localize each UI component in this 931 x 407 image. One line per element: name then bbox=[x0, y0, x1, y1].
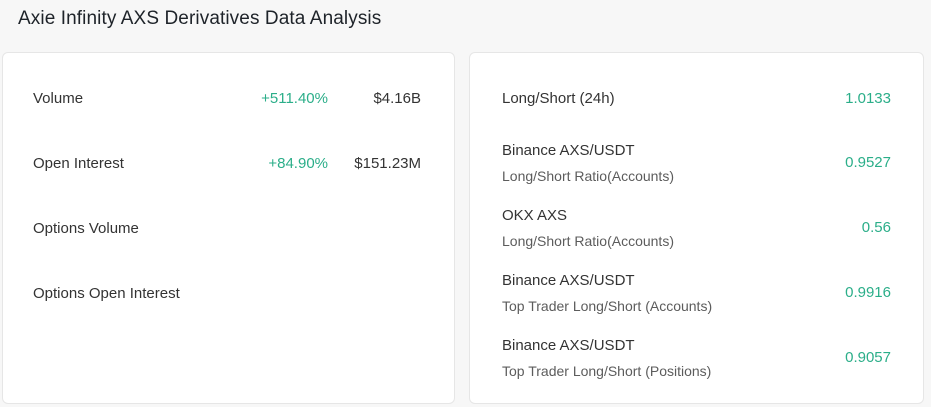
long-short-ratio-card: Long/Short (24h) 1.0133 Binance AXS/USDT… bbox=[469, 52, 924, 404]
ratio-value: 0.56 bbox=[861, 219, 891, 236]
row-subtitle: Long/Short Ratio(Accounts) bbox=[502, 168, 674, 184]
change-percent: +84.90% bbox=[268, 155, 328, 172]
open-interest-row: Open Interest +84.90% $151.23M bbox=[3, 152, 454, 176]
row-value: $4.16B bbox=[373, 90, 421, 107]
row-label: Volume bbox=[33, 90, 84, 107]
ratio-value: 0.9527 bbox=[845, 154, 891, 171]
row-subtitle: Long/Short Ratio(Accounts) bbox=[502, 233, 674, 249]
row-label: Open Interest bbox=[33, 155, 124, 172]
okx-long-short-accounts-row: OKX AXS Long/Short Ratio(Accounts) 0.56 bbox=[470, 204, 923, 254]
page-title: Axie Infinity AXS Derivatives Data Analy… bbox=[18, 8, 382, 29]
row-title: Binance AXS/USDT bbox=[502, 337, 635, 354]
row-title: Long/Short (24h) bbox=[502, 90, 615, 107]
change-percent: +511.40% bbox=[261, 90, 328, 107]
binance-top-trader-accounts-row: Binance AXS/USDT Top Trader Long/Short (… bbox=[470, 269, 923, 319]
binance-long-short-accounts-row: Binance AXS/USDT Long/Short Ratio(Accoun… bbox=[470, 139, 923, 189]
long-short-24h-row: Long/Short (24h) 1.0133 bbox=[470, 87, 923, 137]
row-label: Options Open Interest bbox=[33, 285, 180, 302]
options-open-interest-row: Options Open Interest bbox=[3, 282, 454, 306]
row-title: Binance AXS/USDT bbox=[502, 142, 635, 159]
ratio-value: 1.0133 bbox=[845, 90, 891, 107]
volume-row: Volume +511.40% $4.16B bbox=[3, 87, 454, 111]
row-title: OKX AXS bbox=[502, 207, 568, 224]
row-subtitle: Top Trader Long/Short (Positions) bbox=[502, 363, 712, 379]
options-volume-row: Options Volume bbox=[3, 217, 454, 241]
row-value: $151.23M bbox=[354, 155, 421, 172]
ratio-value: 0.9057 bbox=[845, 349, 891, 366]
row-subtitle: Top Trader Long/Short (Accounts) bbox=[502, 298, 713, 314]
binance-top-trader-positions-row: Binance AXS/USDT Top Trader Long/Short (… bbox=[470, 334, 923, 384]
row-title: Binance AXS/USDT bbox=[502, 272, 635, 289]
row-label: Options Volume bbox=[33, 220, 139, 237]
ratio-value: 0.9916 bbox=[845, 284, 891, 301]
derivatives-volume-card: Volume +511.40% $4.16B Open Interest +84… bbox=[2, 52, 455, 404]
